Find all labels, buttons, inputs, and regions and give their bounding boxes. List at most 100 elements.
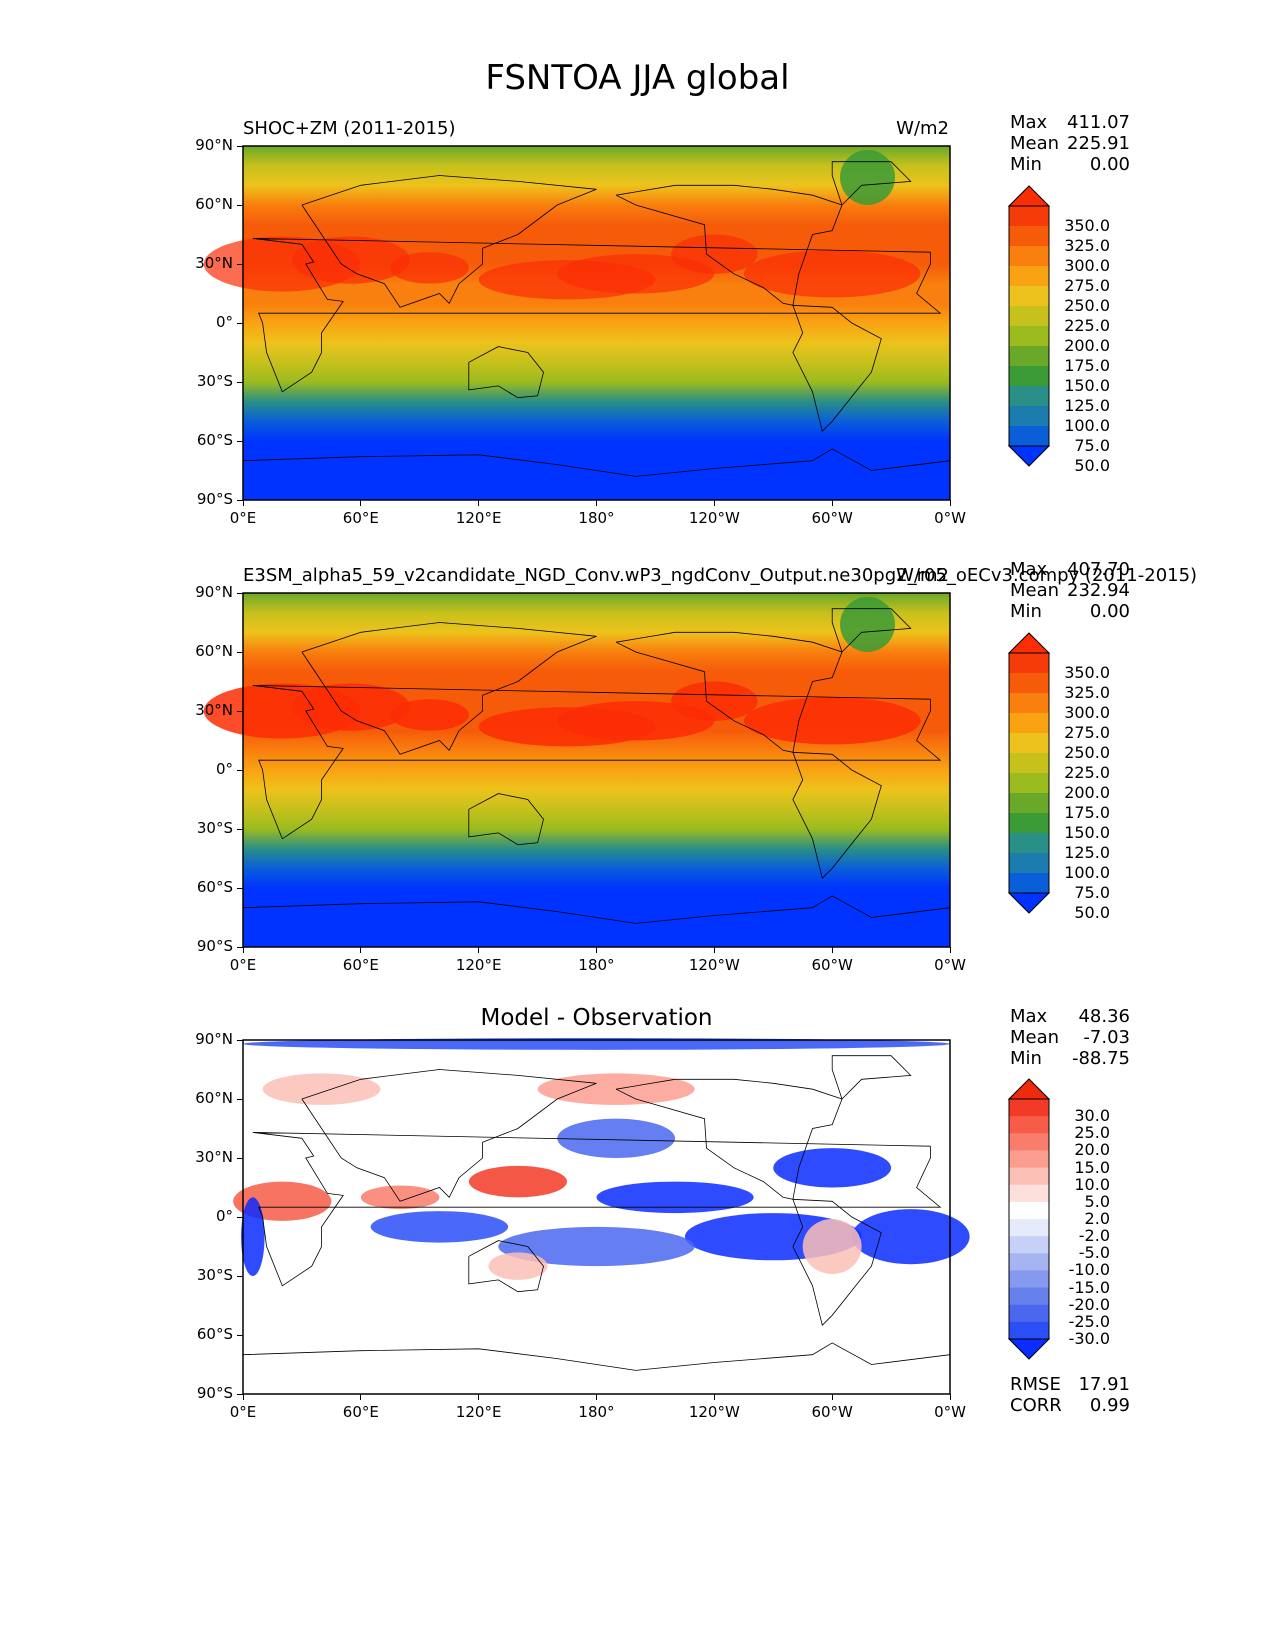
coastline (615, 184, 843, 306)
coastline (242, 448, 951, 477)
x-tick-label: 60°E (342, 1403, 379, 1421)
difference-region (802, 1218, 862, 1275)
colorbar-label: 175.0 (1064, 356, 1110, 375)
hot-region (557, 254, 715, 294)
colorbar-segment (1009, 286, 1049, 307)
y-tick-label: 30°N (195, 254, 233, 272)
y-tick-mark (237, 946, 243, 948)
colorbar-segment (1009, 1201, 1049, 1220)
x-tick-label: 60°W (811, 509, 853, 527)
x-tick-label: 0°W (934, 1403, 966, 1421)
y-tick-mark (237, 440, 243, 442)
panel3-center-title: Model - Observation (480, 1005, 713, 1031)
coastline (831, 161, 912, 206)
panel3-stat-label-min: Min (1010, 1048, 1042, 1069)
x-tick-mark (713, 1394, 715, 1400)
difference-region (360, 1185, 440, 1210)
x-tick-label: 0°W (934, 956, 966, 974)
colorbar-segment (1009, 713, 1049, 734)
colorbar-label: 275.0 (1064, 723, 1110, 742)
colorbar-extend-bottom (1007, 445, 1051, 467)
coastline (301, 622, 597, 755)
x-tick-mark (242, 500, 244, 506)
y-tick-mark (237, 887, 243, 889)
x-tick-mark (360, 947, 362, 953)
y-tick-label: 0° (215, 1207, 233, 1225)
colorbar-label: 5.0 (1084, 1191, 1110, 1211)
panel1-left-title: SHOC+ZM (2011-2015) (243, 118, 456, 139)
y-tick-label: 30°S (196, 372, 233, 390)
x-tick-label: 0°E (229, 1403, 257, 1421)
y-tick-label: 90°N (195, 136, 233, 154)
coastline (301, 1069, 597, 1202)
difference-region (468, 1165, 568, 1198)
x-tick-label: 120°E (455, 509, 502, 527)
colorbar-label: -2.0 (1078, 1226, 1110, 1246)
colorbar-label: -15.0 (1068, 1277, 1110, 1297)
colorbar-segment (1009, 773, 1049, 794)
y-tick-label: 90°N (195, 1030, 233, 1048)
colorbar-extend-bottom (1007, 892, 1051, 914)
coastline (242, 895, 951, 924)
colorbar-segment (1009, 673, 1049, 694)
colorbar-label: 300.0 (1064, 256, 1110, 275)
x-tick-mark (242, 947, 244, 953)
x-tick-mark (596, 947, 597, 953)
colorbar-label: 150.0 (1064, 823, 1110, 842)
coastline (468, 793, 544, 846)
x-tick-mark (949, 1394, 951, 1400)
colorbar-label: 200.0 (1064, 336, 1110, 355)
colorbar-label: 10.0 (1074, 1174, 1110, 1194)
coastline (301, 175, 597, 308)
colorbar-label: 250.0 (1064, 296, 1110, 315)
panel1-stat-label-mean: Mean (1010, 133, 1060, 154)
y-tick-mark (237, 263, 243, 265)
panel3-stat-value-max: 48.36 (1078, 1006, 1130, 1027)
x-tick-label: 120°W (688, 956, 740, 974)
coastline (252, 1132, 942, 1287)
x-tick-label: 60°W (811, 1403, 853, 1421)
difference-region (557, 1118, 676, 1158)
panel3-corr-label: CORR (1010, 1395, 1062, 1416)
colorbar-label: 100.0 (1064, 863, 1110, 882)
colorbar-segment (1009, 1150, 1049, 1169)
panel3-map (233, 1038, 970, 1395)
colorbar-segment (1009, 1116, 1049, 1134)
panel2-stat-label-min: Min (1010, 601, 1042, 622)
colorbar-label: 125.0 (1064, 843, 1110, 862)
colorbar-label: 75.0 (1074, 883, 1110, 902)
colorbar-segment (1009, 366, 1049, 387)
panel2-stat-value-max: 407.70 (1067, 559, 1130, 580)
x-tick-mark (596, 1394, 597, 1400)
panel2-stat-value-mean: 232.94 (1067, 580, 1130, 601)
colorbar-frame (1008, 652, 1050, 894)
colorbar-label: 15.0 (1074, 1157, 1110, 1177)
panel1-units: W/m2 (896, 118, 949, 139)
colorbar-segment (1009, 813, 1049, 834)
panel2-field (243, 593, 950, 947)
colorbar-segment (1009, 206, 1049, 227)
colorbar-label: 125.0 (1064, 396, 1110, 415)
greenland-region (840, 149, 896, 205)
x-tick-label: 120°E (455, 956, 502, 974)
colorbar-label: 225.0 (1064, 763, 1110, 782)
colorbar-segment (1009, 733, 1049, 754)
panel2-stat-label-mean: Mean (1010, 580, 1060, 601)
difference-region (498, 1226, 695, 1267)
colorbar-segment (1009, 853, 1049, 874)
panel3-stat-label-mean: Mean (1010, 1027, 1060, 1048)
colorbar-segment (1009, 426, 1049, 447)
colorbar-label: 325.0 (1064, 683, 1110, 702)
coastline (615, 631, 843, 753)
x-tick-mark (360, 1394, 362, 1400)
hot-region (390, 699, 469, 731)
y-tick-label: 30°S (196, 1266, 233, 1284)
panel3-stat-label-max: Max (1010, 1006, 1048, 1027)
panel1-colorbar (1007, 185, 1051, 467)
coastline (831, 1055, 912, 1100)
colorbar-label: 20.0 (1074, 1140, 1110, 1160)
colorbar-segment (1009, 693, 1049, 714)
colorbar-segment (1009, 266, 1049, 287)
colorbar-extend-top (1007, 632, 1051, 654)
colorbar-segment (1009, 1167, 1049, 1186)
